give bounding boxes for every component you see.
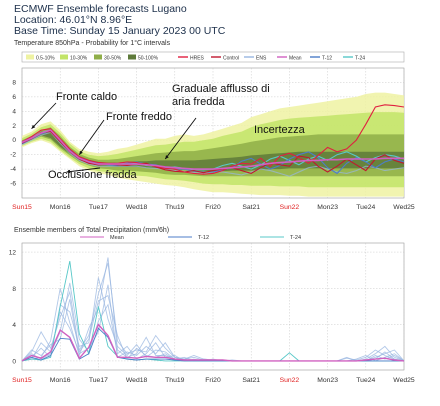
precipitation-x-tick: Sun15 bbox=[12, 377, 32, 384]
temperature-y-tick: 2 bbox=[12, 123, 16, 130]
precip-legend-label: Mean bbox=[110, 235, 124, 241]
legend-band-label: 30-50% bbox=[104, 56, 122, 62]
legend-band-swatch bbox=[26, 54, 34, 60]
legend-band-swatch bbox=[94, 54, 102, 60]
precipitation-x-tick: Mon23 bbox=[317, 377, 338, 384]
annotation-arrow bbox=[31, 102, 57, 129]
legend-band-swatch bbox=[128, 54, 136, 60]
temperature-series-hres bbox=[21, 104, 405, 175]
temperature-plot: -6 -4 -2 0 2 4 6 8 Sun15 Mon16 Tue17 Wed18 Thu19 Fri2… bbox=[10, 67, 415, 211]
annotation-arrowhead bbox=[165, 155, 169, 159]
precipitation-plot: 0 4 8 12 Sun15 Mon16 Tue17 Wed18 Thu19 Fri20 Sat21… bbox=[9, 242, 415, 384]
precipitation-x-tick: Mon16 bbox=[50, 377, 71, 384]
legend-line-label: Mean bbox=[289, 56, 302, 62]
temperature-y-tick: -6 bbox=[10, 181, 16, 188]
precipitation-legend: Ensemble members of Total Precipitation … bbox=[14, 227, 301, 241]
precipitation-x-tick: Wed25 bbox=[393, 377, 415, 384]
legend-band-label: 0.5-10% bbox=[36, 56, 55, 62]
annotation-label: Incertezza bbox=[254, 124, 306, 136]
legend-band-swatch bbox=[60, 54, 68, 60]
annotation-arrow bbox=[78, 119, 105, 155]
temperature-x-tick: Tue24 bbox=[356, 204, 375, 211]
annotation-label: Fronte caldo bbox=[56, 91, 117, 103]
legend-line-label: T-24 bbox=[355, 56, 365, 62]
precipitation-y-tick: 4 bbox=[12, 322, 16, 329]
precipitation-chart-title: Ensemble members of Total Precipitation … bbox=[14, 227, 169, 234]
precip-legend-label: T-24 bbox=[290, 235, 301, 241]
legend-line-label: T-12 bbox=[322, 56, 332, 62]
annotation-arrowhead bbox=[31, 124, 36, 129]
temperature-y-tick: 8 bbox=[12, 79, 16, 86]
legend-band-label: 50-100% bbox=[138, 56, 159, 62]
legend-line-label: Control bbox=[223, 56, 239, 62]
precip-series-mean bbox=[21, 323, 405, 362]
temperature-x-tick: Mon16 bbox=[50, 204, 71, 211]
annotation-label: aria fredda bbox=[172, 96, 225, 108]
precipitation-x-tick: Sun22 bbox=[280, 377, 300, 384]
temperature-x-tick: Sun15 bbox=[12, 204, 32, 211]
temperature-y-tick: -2 bbox=[10, 152, 16, 159]
temperature-x-tick: Sun22 bbox=[280, 204, 300, 211]
precipitation-x-tick: Thu19 bbox=[165, 377, 184, 384]
precipitation-y-tick: 12 bbox=[9, 250, 17, 257]
annotation-arrowhead bbox=[79, 150, 83, 155]
chart-title-line1: ECMWF Ensemble forecasts Lugano bbox=[14, 3, 187, 15]
temperature-y-tick: 0 bbox=[12, 137, 16, 144]
base-time-line: Base Time: Sunday 15 January 2023 00 UTC bbox=[14, 25, 226, 37]
precipitation-x-tick: Tue17 bbox=[89, 377, 108, 384]
legend-line-label: ENS bbox=[256, 56, 267, 62]
temperature-chart-title: Temperature 850hPa - Probability for 1°C… bbox=[14, 40, 171, 47]
temperature-x-tick: Wed25 bbox=[393, 204, 415, 211]
precip-legend-label: T-12 bbox=[198, 235, 209, 241]
location-line: Location: 46.01°N 8.96°E bbox=[14, 14, 133, 26]
precipitation-y-tick: 8 bbox=[12, 286, 16, 293]
legend-band-label: 10-30% bbox=[70, 56, 88, 62]
temperature-y-tick: 4 bbox=[12, 108, 16, 115]
legend-line-label: HRES bbox=[190, 56, 205, 62]
annotation-arrow bbox=[66, 167, 101, 173]
temperature-series-control bbox=[21, 131, 405, 174]
annotation-arrow bbox=[164, 117, 197, 160]
temperature-y-tick: -4 bbox=[10, 166, 16, 173]
annotation-label: Graduale afflusso di bbox=[172, 83, 270, 95]
annotation-arrowhead bbox=[66, 169, 71, 174]
temperature-x-tick: Thu19 bbox=[165, 204, 184, 211]
temperature-series-mean bbox=[21, 129, 404, 170]
temperature-y-tick: 6 bbox=[12, 94, 16, 101]
precipitation-x-tick: Sat21 bbox=[242, 377, 260, 384]
temperature-legend: 0.5-10% 10-30% 30-50% 50-100% HRES Control ENS… bbox=[21, 51, 405, 63]
precipitation-x-tick: Tue24 bbox=[356, 377, 375, 384]
precipitation-x-tick: Wed18 bbox=[126, 377, 148, 384]
annotation-label: Occlusione fredda bbox=[48, 169, 138, 181]
temperature-x-tick: Tue17 bbox=[89, 204, 108, 211]
temperature-x-tick: Sat21 bbox=[242, 204, 260, 211]
temperature-x-tick: Mon23 bbox=[317, 204, 338, 211]
temperature-x-tick: Wed18 bbox=[126, 204, 148, 211]
annotation-label: Fronte freddo bbox=[106, 111, 172, 123]
temperature-x-tick: Fri20 bbox=[205, 204, 221, 211]
precipitation-x-tick: Fri20 bbox=[205, 377, 221, 384]
precipitation-y-tick: 0 bbox=[12, 358, 16, 365]
